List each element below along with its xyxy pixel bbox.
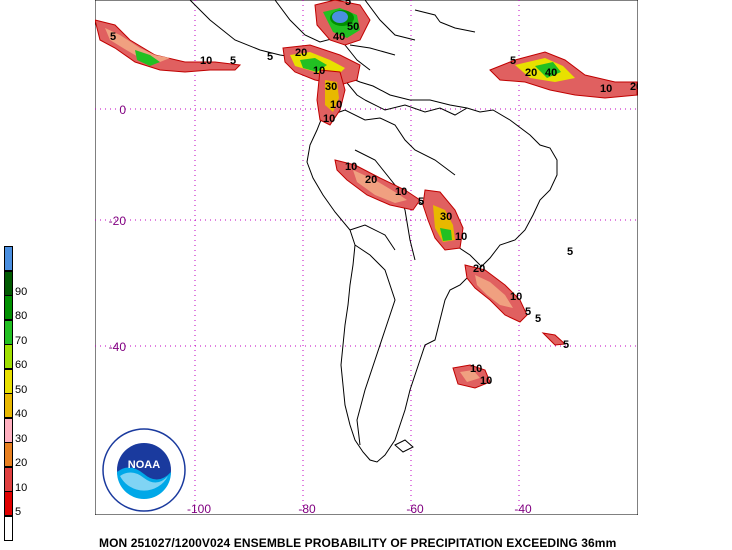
contour-label: 10 [480,375,492,387]
contour-label: 10 [395,186,407,198]
lon-label-minus60: -60 [406,502,424,516]
contour-label: 10 [323,113,335,125]
legend-item: 40 [4,393,34,420]
precip-blob-gulf [314,0,371,46]
borders-north [364,99,468,116]
lat-label-0: 0 [119,103,126,117]
legend-item: 90 [4,270,34,298]
legend-swatch [4,466,13,492]
legend-swatch [4,442,13,467]
legend-swatch [4,417,13,443]
map-frame: 5105552010301010520401020102010530102010… [95,0,638,515]
precip-blob-bolivia [334,159,421,211]
gridlines [95,0,638,515]
legend-item: 60 [4,344,34,371]
lon-label-minus80: -80 [298,502,316,516]
contour-label: 20 [473,263,485,275]
contour-label: 10 [330,99,342,111]
contour-label: 10 [510,291,522,303]
lat-label-minus20: -20 [108,214,126,228]
precip-blob-colombia [316,69,346,126]
lat-label-minus40: -40 [108,340,126,354]
coastline-caribbean [349,21,476,56]
legend-label: 60 [15,359,28,371]
legend-swatch [4,295,13,320]
precip-blob-patagonia [452,364,491,389]
legend-item [4,515,34,541]
legend-label: 5 [15,506,22,518]
contour-label: 20 [295,47,307,59]
contour-label: 40 [545,67,557,79]
contour-label: 5 [345,0,351,8]
logo-text: NOAA [128,459,160,471]
contour-label: 30 [440,211,452,223]
legend-label: 40 [15,408,28,420]
contour-label: 20 [525,67,537,79]
contour-label: 5 [525,306,531,318]
contour-label: 10 [470,363,482,375]
noaa-logo: NOAA [102,428,186,512]
contour-label: 5 [110,31,116,43]
legend-swatch [4,393,13,418]
legend-item: 30 [4,417,34,445]
precip-fields [95,0,638,389]
legend-label: 30 [15,432,28,445]
contour-label: 10 [600,83,612,95]
contour-label: 5 [563,339,569,351]
contour-label: 10 [200,55,212,67]
legend-item: 10 [4,466,34,494]
legend-label: 50 [15,383,28,396]
legend-label: 10 [15,481,28,494]
contour-label: 30 [325,81,337,93]
precip-blob-south-atlantic [464,264,567,346]
coastline-south-america [306,67,558,463]
chart-caption: MON 251027/1200V024 ENSEMBLE PROBABILITY… [99,536,617,550]
legend-label: 80 [15,310,28,322]
contour-label: 5 [535,313,541,325]
contour-label: 10 [345,161,357,173]
legend-swatch [4,319,13,345]
lon-label-minus40: -40 [514,502,532,516]
contour-label: 5 [230,55,236,67]
legend-item: 50 [4,368,34,396]
legend-swatch [4,515,13,541]
legend-label: 20 [15,457,28,469]
contour-label: 50 [347,21,359,33]
color-legend: 90 80 70 60 50 40 30 20 10 5 [4,246,34,541]
contour-labels: 5105552010301010520401020102010530102010… [110,0,638,387]
contour-label: 10 [313,65,325,77]
legend-label: 70 [15,334,28,347]
precip-blob-north-pacific [95,19,242,73]
contour-label: 10 [455,231,467,243]
contour-label: 5 [418,196,424,208]
legend-item: 20 [4,442,34,469]
precip-blob-parana [422,189,464,251]
legend-swatch [4,491,13,516]
coastline-falklands [394,439,414,453]
precip-blob-atlantic [489,51,638,99]
legend-item: 5 [4,491,34,518]
contour-label: 20 [365,174,377,186]
coastline-florida-cuba [364,0,441,41]
legend-swatch [4,368,13,394]
contour-label: 40 [333,31,345,43]
contour-label: 5 [510,55,516,67]
contour-label: 5 [567,246,573,258]
map-canvas: 5105552010301010520401020102010530102010… [95,0,638,515]
coastlines [189,0,558,463]
legend-item [4,246,34,271]
legend-item: 80 [4,295,34,322]
legend-label: 90 [15,285,28,298]
contour-label: 20 [630,81,638,93]
legend-item: 70 [4,319,34,347]
legend-swatch [4,270,13,296]
contour-label: 5 [267,51,273,63]
lon-label-minus100: -100 [186,502,212,516]
legend-swatch [4,344,13,369]
legend-swatch [4,246,13,271]
